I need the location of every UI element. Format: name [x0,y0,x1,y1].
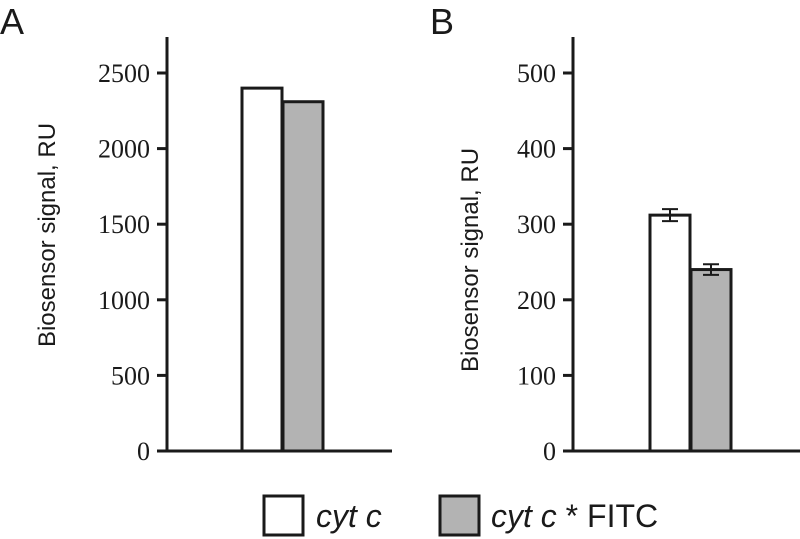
panel-a-y-ticks: 0 500 1000 1500 2000 2500 [98,59,167,466]
panel-b: B Biosensor signal, RU 0 100 200 300 400 500 [430,1,800,466]
panel-b-bar-1 [689,268,733,453]
panel-b-letter: B [430,1,454,42]
panel-a-y-tick-label-2: 1000 [98,286,150,315]
panel-a: A Biosensor signal, RU 0 500 1000 1500 2000 2… [0,1,392,466]
panel-b-y-tick-label-0: 0 [543,437,556,466]
panel-a-y-tick-label-4: 2000 [98,135,150,164]
panel-b-bars [648,208,733,453]
legend: cyt c cyt c * FITC [262,494,658,537]
panel-a-y-tick-label-3: 1500 [98,210,150,239]
panel-a-bars [240,86,325,453]
panel-b-bar-0 [648,213,692,453]
panel-b-y-tick-label-3: 300 [517,210,556,239]
legend-label-cyt-c: cyt c [316,498,382,534]
panel-a-y-tick-label-5: 2500 [98,59,150,88]
panel-a-bar-1 [281,100,325,453]
legend-swatch-cyt-c-fitc [438,494,481,537]
panel-a-letter: A [0,1,24,42]
legend-label-cyt-c-fitc: cyt c * FITC [491,498,658,534]
panel-b-error-bar-0 [662,208,678,223]
panel-a-y-axis-label: Biosensor signal, RU [34,123,61,347]
panel-b-y-tick-label-1: 100 [517,361,556,390]
panel-b-y-ticks: 0 100 200 300 400 500 [517,59,573,466]
panel-a-y-tick-label-0: 0 [137,437,150,466]
panel-b-y-axis-label: Biosensor signal, RU [457,148,484,372]
legend-swatch-cyt-c [262,494,305,537]
panel-b-y-tick-label-4: 400 [517,135,556,164]
panel-a-bar-0 [240,86,284,453]
panel-a-y-tick-label-1: 500 [111,361,150,390]
panel-b-y-tick-label-5: 500 [517,59,556,88]
panel-b-error-bar-1 [703,263,719,276]
panel-b-y-tick-label-2: 200 [517,286,556,315]
